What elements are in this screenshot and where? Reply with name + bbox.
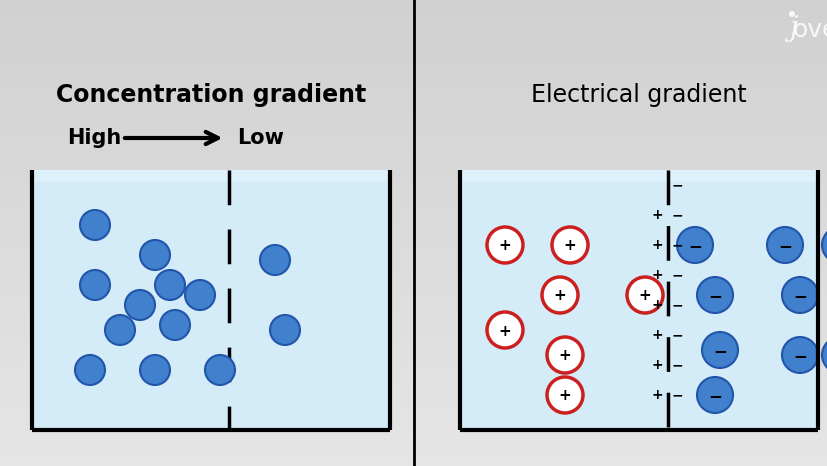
Text: +: + (638, 288, 651, 303)
Circle shape (140, 240, 170, 270)
Circle shape (781, 277, 817, 313)
Circle shape (80, 210, 110, 240)
Text: −: − (707, 287, 721, 305)
Text: Electrical gradient: Electrical gradient (530, 83, 746, 107)
Circle shape (486, 312, 523, 348)
Text: +: + (651, 358, 662, 372)
Circle shape (547, 377, 582, 413)
Circle shape (626, 277, 662, 313)
Text: −: − (792, 287, 806, 305)
Bar (460, 170, 817, 430)
Text: −: − (792, 347, 806, 365)
Circle shape (270, 315, 299, 345)
Text: ove: ove (791, 18, 827, 42)
Circle shape (105, 315, 135, 345)
Text: −: − (707, 387, 721, 405)
Bar (460, 170, 817, 182)
Circle shape (696, 377, 732, 413)
Text: −: − (672, 268, 683, 282)
Circle shape (788, 11, 794, 17)
Text: +: + (651, 208, 662, 222)
Text: +: + (558, 349, 571, 363)
Circle shape (125, 290, 155, 320)
Circle shape (821, 227, 827, 263)
Text: −: − (672, 208, 683, 222)
Text: −: − (687, 237, 701, 255)
Text: +: + (498, 323, 511, 338)
Circle shape (75, 355, 105, 385)
Text: −: − (672, 388, 683, 402)
Text: +: + (558, 389, 571, 404)
Circle shape (184, 280, 215, 310)
Text: +: + (651, 298, 662, 312)
Text: +: + (651, 238, 662, 252)
Text: −: − (672, 298, 683, 312)
Circle shape (80, 270, 110, 300)
Circle shape (486, 227, 523, 263)
Text: −: − (672, 328, 683, 342)
Text: −: − (672, 358, 683, 372)
Text: +: + (498, 239, 511, 254)
Text: −: − (672, 178, 683, 192)
Circle shape (821, 337, 827, 373)
Text: +: + (563, 239, 576, 254)
Circle shape (542, 277, 577, 313)
Circle shape (766, 227, 802, 263)
Text: +: + (553, 288, 566, 303)
Circle shape (552, 227, 587, 263)
Text: High: High (67, 128, 121, 148)
Text: +: + (651, 268, 662, 282)
Text: Concentration gradient: Concentration gradient (55, 83, 366, 107)
Circle shape (155, 270, 184, 300)
Bar (32, 170, 390, 182)
Circle shape (140, 355, 170, 385)
Circle shape (696, 277, 732, 313)
Circle shape (205, 355, 235, 385)
Circle shape (781, 337, 817, 373)
Text: +: + (651, 328, 662, 342)
Circle shape (547, 337, 582, 373)
Circle shape (160, 310, 189, 340)
Text: Low: Low (237, 128, 284, 148)
Circle shape (676, 227, 712, 263)
Text: −: − (777, 237, 791, 255)
Text: +: + (651, 388, 662, 402)
Text: j: j (788, 14, 796, 41)
Bar (32, 170, 390, 430)
Circle shape (260, 245, 289, 275)
Text: −: − (672, 238, 683, 252)
Circle shape (701, 332, 737, 368)
Text: −: − (712, 342, 726, 360)
